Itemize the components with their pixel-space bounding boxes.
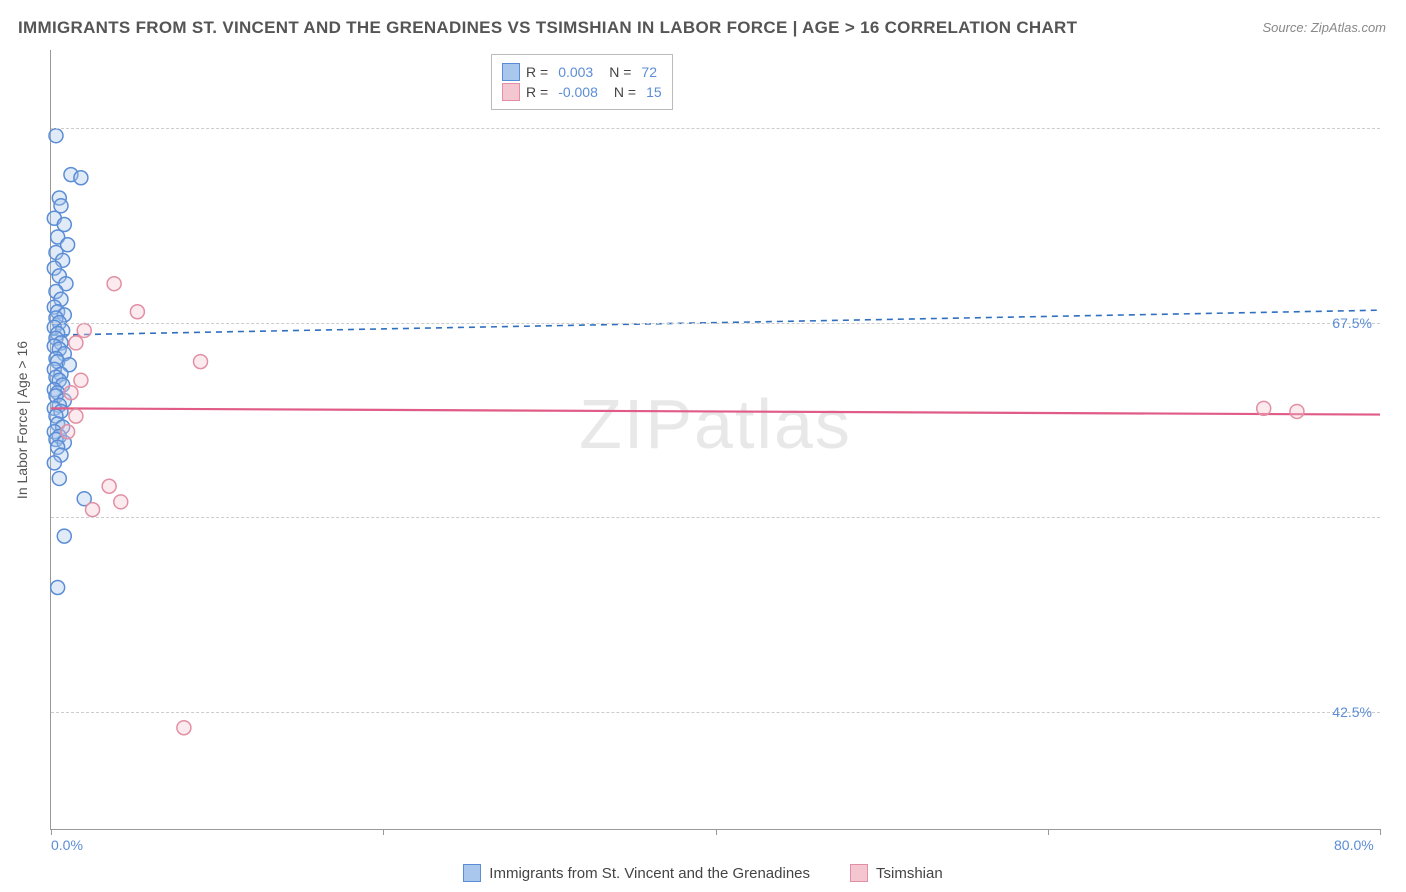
data-point (69, 409, 83, 423)
legend-r-value-1: -0.008 (558, 84, 598, 100)
bottom-legend-label-0: Immigrants from St. Vincent and the Gren… (489, 865, 810, 882)
correlation-legend: R = 0.003 N = 72 R = -0.008 N = 15 (491, 54, 673, 110)
chart-container: IMMIGRANTS FROM ST. VINCENT AND THE GREN… (0, 0, 1406, 892)
y-axis-label: In Labor Force | Age > 16 (14, 341, 30, 499)
legend-r-label-0: R = (526, 64, 548, 80)
data-point (107, 277, 121, 291)
legend-n-value-0: 72 (641, 64, 657, 80)
data-point (74, 171, 88, 185)
trend-line-1 (51, 408, 1380, 414)
legend-n-label-0: N = (609, 64, 631, 80)
data-point (86, 503, 100, 517)
plot-area: ZIPatlas R = 0.003 N = 72 R = -0.008 N =… (50, 50, 1380, 830)
gridline (51, 517, 1380, 518)
data-point (64, 386, 78, 400)
legend-row-series-1: R = -0.008 N = 15 (502, 83, 662, 101)
data-point (47, 456, 61, 470)
legend-row-series-0: R = 0.003 N = 72 (502, 63, 662, 81)
data-point (177, 721, 191, 735)
bottom-legend-item-1: Tsimshian (850, 864, 943, 882)
data-point (194, 355, 208, 369)
data-point (51, 581, 65, 595)
x-tick-mark (383, 829, 384, 835)
data-point (57, 529, 71, 543)
bottom-swatch-0 (463, 864, 481, 882)
gridline (51, 323, 1380, 324)
data-point (49, 129, 63, 143)
bottom-legend-label-1: Tsimshian (876, 865, 943, 882)
data-point (57, 217, 71, 231)
chart-title: IMMIGRANTS FROM ST. VINCENT AND THE GREN… (18, 18, 1077, 38)
data-point (54, 199, 68, 213)
data-point (74, 373, 88, 387)
legend-r-label-1: R = (526, 84, 548, 100)
bottom-swatch-1 (850, 864, 868, 882)
data-point (61, 425, 75, 439)
x-tick-mark (1048, 829, 1049, 835)
data-point (77, 323, 91, 337)
legend-n-label-1: N = (614, 84, 636, 100)
data-point (1257, 401, 1271, 415)
gridline (51, 128, 1380, 129)
x-tick-label: 0.0% (51, 837, 83, 853)
legend-swatch-1 (502, 83, 520, 101)
data-point (102, 479, 116, 493)
x-tick-mark (1380, 829, 1381, 835)
data-point (130, 305, 144, 319)
bottom-legend-item-0: Immigrants from St. Vincent and the Gren… (463, 864, 810, 882)
data-point (69, 336, 83, 350)
data-point (114, 495, 128, 509)
legend-r-value-0: 0.003 (558, 64, 593, 80)
y-tick-label: 42.5% (1332, 704, 1372, 720)
legend-swatch-0 (502, 63, 520, 81)
data-point (52, 471, 66, 485)
data-point (1290, 404, 1304, 418)
x-tick-mark (716, 829, 717, 835)
gridline (51, 712, 1380, 713)
source-attribution: Source: ZipAtlas.com (1262, 20, 1386, 35)
bottom-legend: Immigrants from St. Vincent and the Gren… (0, 864, 1406, 882)
x-tick-label: 80.0% (1334, 837, 1374, 853)
legend-n-value-1: 15 (646, 84, 662, 100)
x-tick-mark (51, 829, 52, 835)
y-tick-label: 67.5% (1332, 315, 1372, 331)
